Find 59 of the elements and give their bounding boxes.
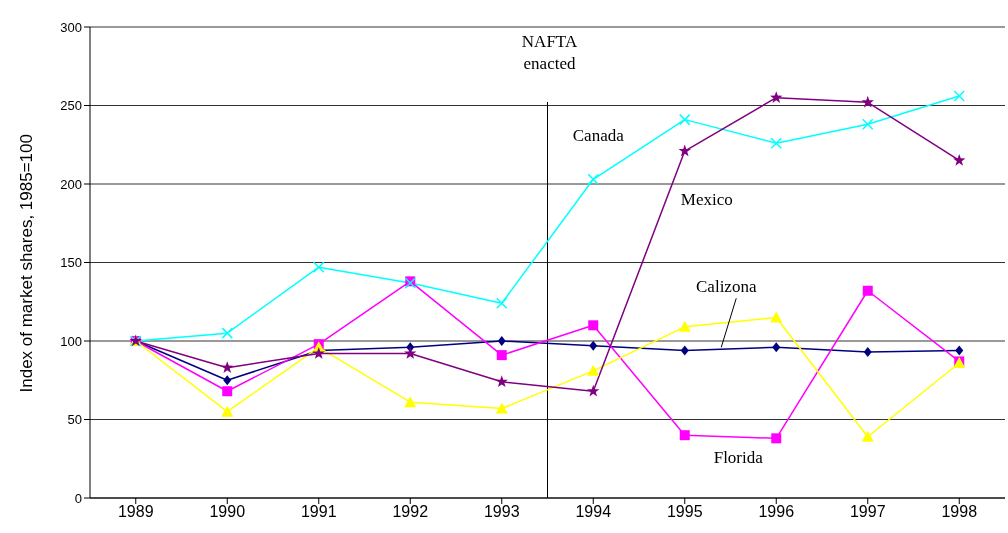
point (953, 90, 965, 102)
y-tick-label: 300 (60, 19, 82, 35)
point (862, 285, 873, 296)
point (679, 113, 691, 126)
x-tick-label: 1994 (575, 503, 612, 521)
point (496, 297, 508, 310)
y-axis-title: Index of market shares, 1985=100 (17, 134, 37, 393)
point (678, 320, 691, 332)
point (313, 261, 325, 273)
point (955, 345, 964, 356)
point (770, 311, 783, 323)
point (589, 340, 598, 351)
y-tick-label: 250 (60, 98, 82, 114)
point (680, 345, 689, 356)
point (861, 95, 874, 108)
point (587, 364, 600, 376)
point (221, 405, 234, 417)
x-tick-label: 1996 (758, 503, 795, 521)
x-tick-label: 1993 (483, 503, 520, 521)
point (770, 91, 783, 103)
y-tick-label: 100 (60, 333, 82, 349)
point (497, 336, 506, 346)
point (221, 361, 234, 373)
x-tick-label: 1990 (209, 503, 246, 521)
x-tick-label: 1998 (941, 503, 978, 521)
point (771, 433, 782, 444)
point (770, 137, 782, 149)
y-tick-label: 50 (67, 412, 82, 428)
point (404, 396, 417, 408)
y-tick-label: 150 (60, 255, 82, 271)
text: Calizona (696, 277, 757, 297)
point (863, 346, 872, 357)
x-tick-label: 1997 (849, 503, 886, 521)
series-label: Mexico (680, 190, 733, 210)
y-tick-label: 200 (60, 176, 82, 192)
x-tick-label: 1995 (666, 503, 703, 521)
point (953, 153, 966, 166)
x-tick-label: 1989 (117, 503, 154, 521)
point (587, 384, 600, 397)
point (587, 173, 599, 186)
series-label: Florida (713, 448, 764, 468)
point (221, 327, 233, 339)
y-tick-label: 0 (74, 490, 82, 506)
ref-line-label: NAFTA enacted (521, 32, 578, 73)
point (223, 375, 232, 386)
point (772, 342, 781, 353)
point (496, 350, 507, 361)
point (679, 430, 690, 441)
point (861, 430, 874, 442)
point (862, 118, 874, 131)
series-label: Canada (572, 126, 625, 146)
point (222, 386, 233, 397)
point (495, 402, 508, 414)
x-tick-label: 1991 (300, 503, 337, 521)
point (495, 375, 508, 388)
point (588, 320, 599, 331)
x-tick-label: 1992 (392, 503, 429, 521)
point (404, 347, 417, 359)
point (678, 144, 691, 157)
